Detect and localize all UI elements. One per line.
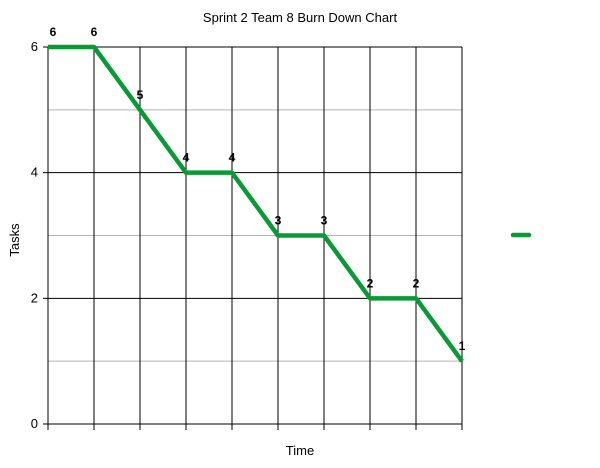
data-label: 1 [459,339,466,353]
series-layer [48,47,462,361]
data-label: 4 [229,151,236,165]
x-axis-title: Time [286,443,314,458]
y-tick-label: 0 [31,416,38,431]
y-tick-label: 2 [31,290,38,305]
grid-layer [48,47,462,424]
data-label: 2 [367,276,374,290]
y-axis-title: Tasks [7,223,22,257]
data-label: 5 [137,88,144,102]
data-label: 6 [91,25,98,39]
chart-title: Sprint 2 Team 8 Burn Down Chart [203,10,398,25]
series-line [48,47,462,361]
y-tick-label: 6 [31,39,38,54]
y-tick-label: 4 [31,165,38,180]
data-label: 3 [275,214,282,228]
data-label: 4 [183,151,190,165]
data-label: 6 [50,25,57,39]
data-label: 3 [321,214,328,228]
data-label: 2 [413,276,420,290]
